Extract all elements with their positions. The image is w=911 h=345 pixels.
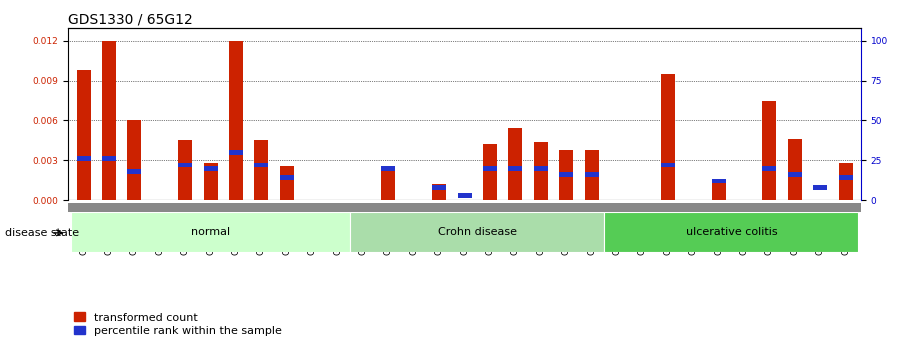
Bar [229, 41, 243, 200]
Bar [711, 179, 726, 200]
Bar [534, 166, 548, 170]
Bar [559, 150, 573, 200]
Bar [585, 172, 599, 177]
Bar [660, 163, 675, 167]
Bar [77, 156, 90, 161]
Bar [254, 163, 269, 167]
Text: normal: normal [191, 227, 230, 237]
Bar [280, 166, 293, 200]
Bar [604, 212, 858, 252]
Bar [483, 166, 497, 170]
Bar [179, 163, 192, 167]
Bar [102, 156, 116, 161]
Bar [203, 163, 218, 200]
Bar [457, 193, 472, 198]
Text: GDS1330 / 65G12: GDS1330 / 65G12 [68, 12, 193, 27]
Bar [508, 128, 522, 200]
Text: ulcerative colitis: ulcerative colitis [686, 227, 777, 237]
Bar [711, 179, 726, 183]
Bar [788, 172, 802, 177]
Bar [432, 185, 446, 190]
Bar [432, 184, 446, 200]
Bar [839, 176, 853, 180]
Bar [508, 166, 522, 170]
Bar [382, 171, 395, 200]
Bar [71, 212, 351, 252]
Bar [483, 144, 497, 200]
Bar [203, 166, 218, 170]
Bar [585, 150, 599, 200]
Bar [534, 142, 548, 200]
Bar [128, 120, 141, 200]
Legend: transformed count, percentile rank within the sample: transformed count, percentile rank withi… [74, 313, 281, 336]
Bar [102, 41, 116, 200]
Bar [128, 169, 141, 174]
Bar [382, 166, 395, 170]
Bar [763, 101, 776, 200]
Bar [254, 140, 269, 200]
Text: disease state: disease state [5, 228, 78, 238]
Bar [814, 185, 827, 190]
Bar [179, 140, 192, 200]
Bar [229, 150, 243, 155]
Bar [763, 166, 776, 170]
Bar [77, 70, 90, 200]
Bar [280, 176, 293, 180]
Bar [351, 212, 604, 252]
Text: Crohn disease: Crohn disease [438, 227, 517, 237]
Bar [788, 139, 802, 200]
Bar [660, 74, 675, 200]
Bar [559, 172, 573, 177]
Bar [839, 163, 853, 200]
